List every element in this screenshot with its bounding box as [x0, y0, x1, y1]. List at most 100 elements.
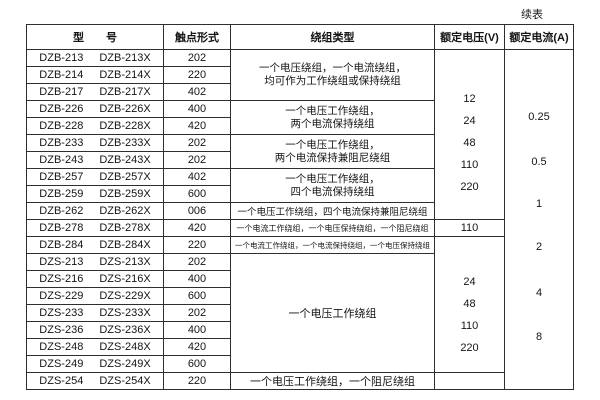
model-b: DZB-243X [99, 154, 151, 166]
contact-cell: 600 [163, 355, 231, 373]
relay-spec-table: 型 号 触点形式 绕组类型 额定电压(V) 额定电流(A) DZB-213 DZB… [26, 24, 574, 390]
header-model: 型 号 [26, 24, 164, 50]
model-b: DZS-213X [99, 256, 151, 268]
winding-cell: 一个电压工作绕组， 两个电流保持绕组 [230, 100, 435, 135]
model-b: DZS-229X [99, 290, 151, 302]
model-b: DZB-217X [99, 86, 151, 98]
model-cell: DZS-254 DZS-254X [26, 372, 164, 390]
header-rated-voltage: 额定电压(V) [434, 24, 505, 50]
model-cell: DZB-257 DZB-257X [26, 168, 164, 186]
contact-cell: 600 [163, 185, 231, 203]
model-a: DZB-214 [39, 69, 84, 81]
model-b: DZS-254X [99, 375, 151, 387]
table-row: DZS-248 DZS-248X 420 [26, 338, 574, 356]
model-a: DZB-228 [39, 120, 84, 132]
table-row: DZB-262 DZB-262X 006 一个电压工作绕组，四个电流保持兼阻尼绕组 [26, 202, 574, 220]
model-b: DZB-214X [99, 69, 151, 81]
model-a: DZS-254 [39, 375, 84, 387]
model-cell: DZB-243 DZB-243X [26, 151, 164, 169]
model-cell: DZB-213 DZB-213X [26, 49, 164, 67]
model-cell: DZB-214 DZB-214X [26, 66, 164, 84]
model-cell: DZS-229 DZS-229X [26, 287, 164, 305]
model-cell: DZS-233 DZS-233X [26, 304, 164, 322]
contact-cell: 202 [163, 134, 231, 152]
model-a: DZB-233 [39, 137, 84, 149]
table-row: DZS-213 DZS-213X 202 一个电压工作绕组 [26, 253, 574, 373]
model-cell: DZS-213 DZS-213X [26, 253, 164, 271]
model-cell: DZS-249 DZS-249X [26, 355, 164, 373]
contact-cell: 202 [163, 304, 231, 322]
model-b: DZB-257X [99, 171, 151, 183]
model-b: DZS-216X [99, 273, 151, 285]
continued-table-label: 续表 [521, 9, 543, 21]
contact-cell: 220 [163, 372, 231, 390]
model-b: DZS-236X [99, 324, 151, 336]
model-a: DZS-233 [39, 307, 84, 319]
model-b: DZB-284X [99, 239, 151, 251]
contact-cell: 402 [163, 83, 231, 101]
model-b: DZB-262X [99, 205, 151, 217]
contact-cell: 202 [163, 49, 231, 67]
model-cell: DZS-236 DZS-236X [26, 321, 164, 339]
table-row: DZS-254 DZS-254X 220 一个电压工作绕组，一个阻尼绕组 [26, 372, 574, 390]
header-rated-current: 额定电流(A) [504, 24, 574, 50]
model-a: DZB-262 [39, 205, 84, 217]
header-winding-type: 绕组类型 [230, 24, 435, 50]
model-cell: DZB-262 DZB-262X [26, 202, 164, 220]
contact-cell: 220 [163, 236, 231, 254]
model-a: DZB-243 [39, 154, 84, 166]
model-b: DZB-278X [99, 222, 151, 234]
winding-cell: 一个电压绕组，一个电流绕组， 均可作为工作绕组或保持绕组 [230, 49, 435, 101]
winding-cell: 一个电压工作绕组， 两个电流保持兼阻尼绕组 [230, 134, 435, 169]
contact-cell: 006 [163, 202, 231, 220]
voltage-cell: 110 [434, 219, 505, 237]
table-row: DZB-214 DZB-214X 220 [26, 66, 574, 84]
model-a: DZS-229 [39, 290, 84, 302]
model-a: DZS-249 [39, 358, 84, 370]
model-a: DZB-284 [39, 239, 84, 251]
table-row: DZB-213 DZB-213X 202 一个电压绕组，一个电流绕组， 均可作为工… [26, 49, 574, 390]
model-cell: DZB-233 DZB-233X [26, 134, 164, 152]
winding-cell: 一个电压工作绕组 [230, 253, 435, 373]
header-contact-form: 触点形式 [163, 24, 231, 50]
contact-cell: 420 [163, 219, 231, 237]
voltage-cell: 24 48 110 220 [434, 236, 505, 373]
table-row: DZB-257 DZB-257X 402 一个电压工作绕组， 四个电流保持绕组 [26, 168, 574, 203]
table-row: DZS-216 DZS-216X 400 [26, 270, 574, 288]
winding-cell: 一个电压工作绕组， 四个电流保持绕组 [230, 168, 435, 203]
model-cell: DZS-216 DZS-216X [26, 270, 164, 288]
model-b: DZB-228X [99, 120, 151, 132]
model-a: DZB-213 [39, 52, 84, 64]
model-a: DZS-248 [39, 341, 84, 353]
model-a: DZB-278 [39, 222, 84, 234]
voltage-cell: 12 24 48 110 220 [434, 49, 505, 220]
table-row: DZB-284 DZB-284X 220 一个电流工作绕组，一个电流保持绕组，一个… [26, 236, 574, 373]
current-cell: 0.25 0.5 1 2 4 8 [504, 49, 574, 390]
contact-cell: 220 [163, 66, 231, 84]
model-b: DZB-226X [99, 103, 151, 115]
model-a: DZB-217 [39, 86, 84, 98]
model-a: DZB-259 [39, 188, 84, 200]
model-cell: DZB-278 DZB-278X [26, 219, 164, 237]
model-a: DZS-236 [39, 324, 84, 336]
contact-cell: 420 [163, 338, 231, 356]
model-b: DZS-249X [99, 358, 151, 370]
model-b: DZS-248X [99, 341, 151, 353]
model-a: DZB-257 [39, 171, 84, 183]
model-a: DZS-216 [39, 273, 84, 285]
contact-cell: 400 [163, 270, 231, 288]
table-row: DZS-236 DZS-236X 400 [26, 321, 574, 339]
contact-cell: 600 [163, 287, 231, 305]
winding-cell: 一个电压工作绕组，四个电流保持兼阻尼绕组 [230, 202, 435, 220]
contact-cell: 400 [163, 321, 231, 339]
model-cell: DZB-226 DZB-226X [26, 100, 164, 118]
table-row: DZB-278 DZB-278X 420 一个电流工作绕组，一个电压保持绕组，一个… [26, 219, 574, 237]
contact-cell: 400 [163, 100, 231, 118]
table-row: DZB-217 DZB-217X 402 [26, 83, 574, 101]
winding-cell: 一个电流工作绕组，一个电压保持绕组，一个阻尼绕组 [230, 219, 435, 237]
table-row: DZS-249 DZS-249X 600 [26, 355, 574, 373]
model-cell: DZB-228 DZB-228X [26, 117, 164, 135]
model-cell: DZB-284 DZB-284X [26, 236, 164, 254]
contact-cell: 420 [163, 117, 231, 135]
model-cell: DZS-248 DZS-248X [26, 338, 164, 356]
